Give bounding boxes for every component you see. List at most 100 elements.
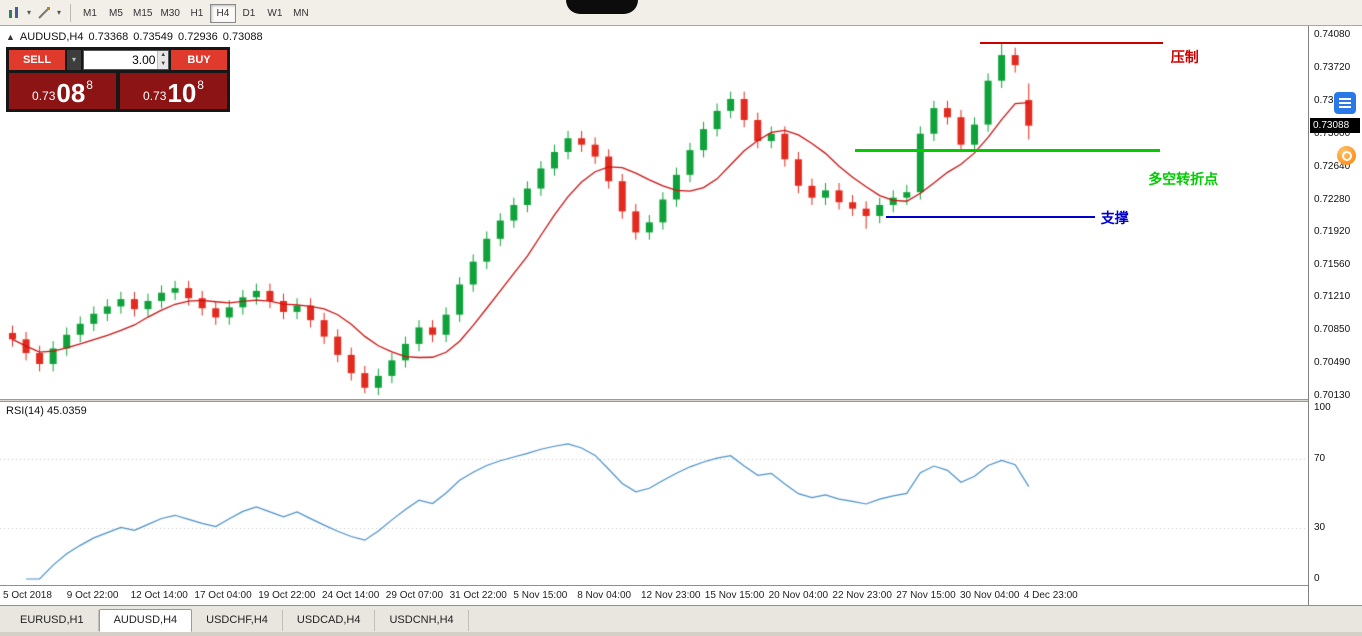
rsi-indicator-pane[interactable]: RSI(14) 45.0359 bbox=[0, 402, 1308, 585]
price-axis-label: 0.73000 bbox=[1314, 127, 1351, 139]
price-axis-label: 0.71210 bbox=[1314, 291, 1351, 303]
sell-button[interactable]: SELL bbox=[9, 50, 65, 70]
time-axis-label: 20 Nov 04:00 bbox=[768, 590, 829, 601]
top-toolbar: ▾ ▾ M1 M5 M15 M30 H1 H4 D1 W1 MN bbox=[0, 0, 1362, 26]
volume-up-icon[interactable]: ▲ bbox=[160, 52, 167, 58]
price-axis-label: 0.70490 bbox=[1314, 357, 1351, 369]
draw-tool-icon[interactable] bbox=[35, 4, 53, 22]
rsi-axis-label: 70 bbox=[1314, 453, 1326, 465]
current-price-badge: 0.73088 bbox=[1310, 117, 1360, 133]
time-axis-label: 15 Nov 15:00 bbox=[704, 590, 765, 601]
trade-options-dropdown-icon[interactable]: ▾ bbox=[67, 50, 81, 70]
resistance-line[interactable] bbox=[980, 42, 1163, 44]
floating-widget-orange-icon[interactable] bbox=[1337, 146, 1356, 165]
quote-low: 0.72936 bbox=[178, 31, 218, 43]
timeframe-button-d1[interactable]: D1 bbox=[242, 7, 256, 19]
price-axis-label: 0.70130 bbox=[1314, 390, 1351, 401]
trade-panel-controls: SELL ▾ ▲ ▼ BUY bbox=[9, 50, 227, 70]
time-axis-label: 5 Oct 2018 bbox=[3, 590, 52, 601]
time-axis-label: 5 Nov 15:00 bbox=[513, 590, 568, 601]
bottom-strip bbox=[0, 632, 1362, 636]
timeframe-button-h1[interactable]: H1 bbox=[190, 7, 204, 19]
quote-open: 0.73368 bbox=[88, 31, 129, 43]
time-axis-label: 4 Dec 23:00 bbox=[1023, 590, 1078, 601]
volume-down-icon[interactable]: ▼ bbox=[160, 61, 167, 67]
time-axis-label: 19 Oct 22:00 bbox=[258, 590, 316, 601]
price-axis-label: 0.73360 bbox=[1314, 94, 1351, 106]
time-axis-label: 8 Nov 04:00 bbox=[577, 590, 632, 601]
chart-type-dropdown-icon[interactable]: ▾ bbox=[26, 8, 31, 17]
draw-tool-glyph bbox=[38, 6, 50, 19]
pivot-line[interactable] bbox=[855, 149, 1160, 152]
sell-price-big: 08 bbox=[56, 78, 86, 108]
sell-price-box[interactable]: 0.73 08 8 bbox=[9, 73, 116, 109]
rsi-chart-canvas[interactable] bbox=[0, 402, 1308, 585]
blue-widget-glyph bbox=[1339, 98, 1351, 100]
orange-widget-glyph bbox=[1341, 150, 1352, 161]
buy-price-big: 10 bbox=[167, 78, 197, 108]
chart-tab-eurusd-h1[interactable]: EURUSD,H1 bbox=[6, 610, 99, 631]
time-axis-label: 24 Oct 14:00 bbox=[322, 590, 380, 601]
buy-price-pip: 8 bbox=[197, 78, 204, 92]
timeframe-button-m30[interactable]: M30 bbox=[160, 7, 180, 19]
quote-header: ▲ AUDUSD,H4 0.73368 0.73549 0.72936 0.73088 bbox=[6, 31, 268, 43]
camera-notch bbox=[566, 0, 638, 14]
time-axis-label: 12 Oct 14:00 bbox=[130, 590, 188, 601]
timeframe-button-m5[interactable]: M5 bbox=[109, 7, 123, 19]
price-axis-label: 0.71920 bbox=[1314, 226, 1351, 238]
timeframe-button-w1[interactable]: W1 bbox=[267, 7, 283, 19]
price-axis[interactable]: 0.73088 0.74080 0.73720 0.73360 0.73000 0.72… bbox=[1308, 26, 1362, 605]
timeframe-button-m15[interactable]: M15 bbox=[133, 7, 153, 19]
time-axis-label: 12 Nov 23:00 bbox=[641, 590, 701, 601]
support-label: 支撑 bbox=[1100, 210, 1129, 227]
rsi-indicator-label: RSI(14) 45.0359 bbox=[6, 405, 87, 417]
timeframe-button-h4[interactable]: H4 bbox=[209, 3, 236, 23]
price-chart-pane[interactable]: ▲ AUDUSD,H4 0.73368 0.73549 0.72936 0.73088 S… bbox=[0, 26, 1308, 399]
rsi-axis-label: 100 bbox=[1314, 402, 1331, 413]
chart-type-icon[interactable] bbox=[5, 4, 23, 22]
symbol-icon: ▲ bbox=[6, 32, 15, 42]
volume-input[interactable] bbox=[84, 51, 158, 69]
support-line[interactable] bbox=[886, 216, 1095, 218]
timeframe-button-m1[interactable]: M1 bbox=[83, 7, 97, 19]
price-axis-label: 0.71560 bbox=[1314, 259, 1351, 271]
resistance-label: 压制 bbox=[1170, 50, 1199, 67]
volume-field: ▲ ▼ bbox=[83, 50, 169, 70]
price-axis-label: 0.73720 bbox=[1314, 61, 1351, 73]
quote-close: 0.73088 bbox=[222, 31, 263, 43]
time-axis-label: 27 Nov 15:00 bbox=[896, 590, 956, 601]
floating-widget-blue-icon[interactable] bbox=[1334, 92, 1356, 114]
rsi-axis-label: 30 bbox=[1314, 521, 1326, 533]
chart-tab-usdchf-h4[interactable]: USDCHF,H4 bbox=[192, 610, 283, 631]
chart-tab-bar: EURUSD,H1 AUDUSD,H4 USDCHF,H4 USDCAD,H4 USDC… bbox=[0, 605, 1362, 632]
buy-price-box[interactable]: 0.73 10 8 bbox=[120, 73, 227, 109]
chart-tab-usdcnh-h4[interactable]: USDCNH,H4 bbox=[375, 610, 469, 631]
draw-tool-dropdown-icon[interactable]: ▾ bbox=[56, 8, 61, 17]
buy-price-prefix: 0.73 bbox=[143, 89, 167, 103]
buy-button[interactable]: BUY bbox=[171, 50, 227, 70]
chart-tab-audusd-h4[interactable]: AUDUSD,H4 bbox=[98, 609, 193, 632]
chart-tab-usdcad-h4[interactable]: USDCAD,H4 bbox=[283, 610, 376, 631]
time-axis[interactable]: 5 Oct 2018 9 Oct 22:00 12 Oct 14:00 17 Oct … bbox=[0, 585, 1308, 605]
chart-type-glyph bbox=[9, 6, 18, 18]
price-axis-label: 0.70850 bbox=[1314, 324, 1351, 336]
sell-price-prefix: 0.73 bbox=[32, 89, 56, 103]
symbol-label: AUDUSD,H4 bbox=[19, 31, 84, 43]
time-axis-label: 22 Nov 23:00 bbox=[832, 590, 892, 601]
sell-price-pip: 8 bbox=[86, 78, 93, 92]
time-axis-label: 31 Oct 22:00 bbox=[449, 590, 507, 601]
time-axis-label: 29 Oct 07:00 bbox=[385, 590, 444, 601]
toolbar-separator bbox=[70, 3, 71, 22]
time-axis-label: 17 Oct 04:00 bbox=[194, 590, 252, 601]
price-axis-label: 0.74080 bbox=[1314, 29, 1351, 40]
trade-panel-prices: 0.73 08 8 0.73 10 8 bbox=[9, 73, 227, 109]
price-axis-label: 0.72640 bbox=[1314, 160, 1351, 172]
rsi-axis-label: 0 bbox=[1314, 573, 1320, 584]
time-axis-label: 9 Oct 22:00 bbox=[66, 590, 119, 601]
timeframe-button-mn[interactable]: MN bbox=[293, 7, 309, 19]
time-axis-label: 30 Nov 04:00 bbox=[960, 590, 1020, 601]
pane-splitter[interactable] bbox=[0, 399, 1308, 402]
timeframe-toolbar: M1 M5 M15 M30 H1 H4 D1 W1 MN bbox=[77, 3, 314, 23]
